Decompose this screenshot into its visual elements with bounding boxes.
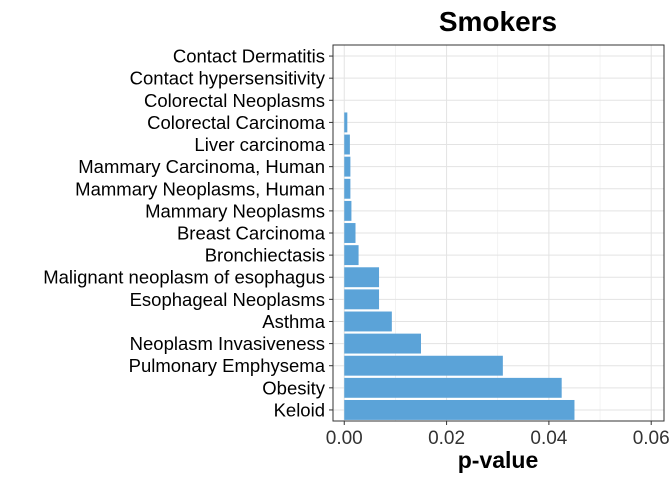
bar xyxy=(344,333,421,354)
y-tick-label: Contact hypersensitivity xyxy=(130,68,326,89)
bar xyxy=(344,223,356,243)
x-tick-label: 0.06 xyxy=(633,428,670,449)
x-tick-label: 0.00 xyxy=(326,428,363,449)
bar xyxy=(344,355,503,376)
bar xyxy=(344,112,348,133)
bars xyxy=(344,112,575,420)
y-tick-label: Bronchiectasis xyxy=(205,245,325,266)
y-tick-label: Colorectal Neoplasms xyxy=(144,90,325,111)
y-tick-label: Esophageal Neoplasms xyxy=(130,289,325,310)
bar xyxy=(344,156,351,177)
bar xyxy=(344,377,562,398)
y-tick-label: Mammary Carcinoma, Human xyxy=(78,156,325,177)
y-tick-label: Mammary Neoplasms, Human xyxy=(75,178,325,199)
bar xyxy=(344,178,351,199)
y-tick-label: Neoplasm Invasiveness xyxy=(130,333,325,354)
y-tick-label: Keloid xyxy=(274,399,325,420)
y-tick-label: Asthma xyxy=(262,311,325,332)
x-axis: 0.00 0.02 0.04 0.06 xyxy=(326,421,670,449)
bar xyxy=(344,267,380,288)
x-axis-label: p-value xyxy=(457,447,539,473)
bar xyxy=(344,289,380,310)
bar xyxy=(344,245,359,266)
y-tick-label: Pulmonary Emphysema xyxy=(129,355,326,376)
x-tick-label: 0.04 xyxy=(530,428,567,449)
bar xyxy=(344,134,350,155)
chart-title: Smokers xyxy=(438,6,558,37)
x-tick-label: 0.02 xyxy=(428,428,465,449)
bar xyxy=(344,200,352,221)
y-tick-label: Mammary Neoplasms xyxy=(145,200,325,221)
y-tick-label: Malignant neoplasm of esophagus xyxy=(43,267,325,288)
y-tick-label: Breast Carcinoma xyxy=(177,223,326,244)
y-tick-label: Obesity xyxy=(262,377,325,398)
bar xyxy=(344,311,392,332)
y-tick-label: Liver carcinoma xyxy=(194,134,325,155)
y-tick-label: Colorectal Carcinoma xyxy=(147,112,326,133)
y-tick-label: Contact Dermatitis xyxy=(173,46,325,67)
bar xyxy=(344,399,575,420)
